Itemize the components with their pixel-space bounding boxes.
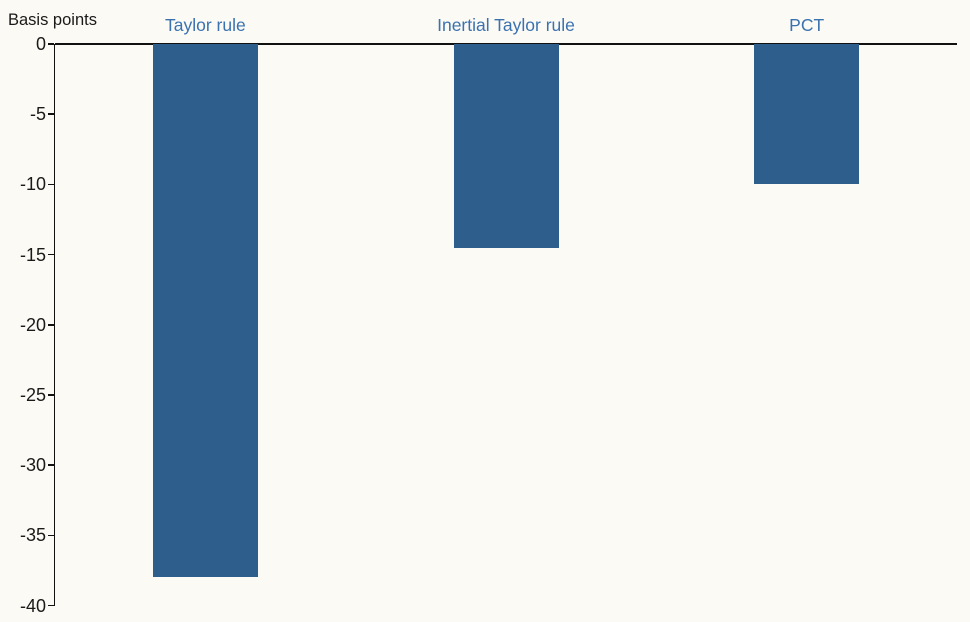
y-axis-tick — [47, 324, 54, 326]
y-axis-tick-label: -40 — [19, 595, 46, 616]
y-axis-tick-label: -30 — [19, 455, 46, 476]
y-axis-tick — [47, 534, 54, 537]
y-axis-tick — [47, 183, 54, 186]
y-axis-tick-label: -20 — [19, 314, 46, 335]
y-axis-line — [53, 44, 55, 606]
y-axis-tick — [47, 604, 54, 607]
y-axis-tick — [47, 113, 54, 115]
y-axis-title: Basis points — [8, 11, 97, 29]
y-axis-tick-label: -25 — [19, 384, 46, 405]
y-axis-tick-label: -35 — [19, 525, 46, 546]
y-axis-tick-label: 0 — [35, 34, 46, 54]
category-label-taylor-rule: Taylor rule — [164, 15, 246, 35]
y-axis-tick-label: -15 — [19, 244, 46, 265]
y-axis-tick — [47, 43, 54, 45]
bar-pct — [754, 44, 860, 185]
category-label-pct: PCT — [789, 15, 825, 35]
bar-inertial-taylor-rule — [453, 44, 559, 248]
y-axis-tick-label: -5 — [29, 104, 46, 125]
y-axis-tick — [47, 253, 54, 256]
bar-taylor-rule — [152, 44, 258, 578]
y-axis-tick-label: -10 — [19, 174, 46, 195]
y-axis-tick — [47, 394, 54, 396]
y-axis-tick — [47, 464, 54, 466]
category-label-inertial-taylor-rule: Inertial Taylor rule — [437, 15, 575, 35]
